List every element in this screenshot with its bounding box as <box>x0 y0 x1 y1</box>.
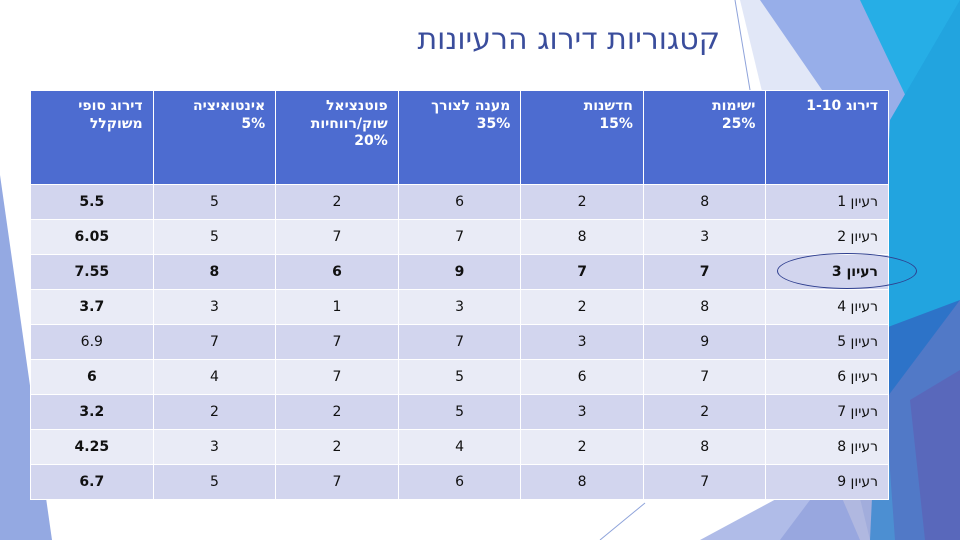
table-cell: 2 <box>152 394 277 430</box>
table-cell: 6 <box>275 254 399 290</box>
table-cell: 8 <box>642 429 767 465</box>
table-cell: 3 <box>152 289 277 325</box>
header-feasibility: ישימות 25% <box>642 90 767 185</box>
header-text: פוטנציאל <box>325 98 388 114</box>
table-cell: 7 <box>520 254 644 290</box>
table-cell: 3 <box>397 289 522 325</box>
table-row: רעיון 5 9 3 7 7 7 6.9 <box>30 324 889 360</box>
table-cell: 7 <box>275 359 399 395</box>
table-cell: 5 <box>152 184 277 220</box>
table-cell: 6 <box>520 359 644 395</box>
table-cell: 7 <box>642 464 767 500</box>
table-cell: 7 <box>397 219 522 255</box>
header-text: שוק/רווחיות <box>310 115 388 132</box>
table-cell: 7.55 <box>30 254 154 290</box>
table-cell: 2 <box>275 184 399 220</box>
table-cell: 4 <box>152 359 277 395</box>
header-text: מענה לצורך <box>431 98 511 114</box>
header-weight: 25% <box>721 115 756 132</box>
table-cell: 5 <box>152 219 277 255</box>
table-cell: 3 <box>520 394 644 430</box>
table-cell: רעיון 9 <box>765 464 889 500</box>
header-weight: 5% <box>241 115 266 132</box>
highlight-ellipse <box>777 253 917 289</box>
table-cell: רעיון 4 <box>765 289 889 325</box>
table-header-row: דירוג 1-10 ישימות 25% חדשנות 15% מענה לצור… <box>30 90 889 185</box>
table-cell: 7 <box>275 324 399 360</box>
table-cell: 3 <box>520 324 644 360</box>
header-innovation: חדשנות 15% <box>520 90 644 185</box>
header-text: אינטואיציה <box>193 98 266 114</box>
slide-title: קטגוריות דירוג הרעיונות <box>417 22 720 57</box>
table-row: רעיון 8 8 2 4 2 3 4.25 <box>30 429 889 465</box>
table-row: רעיון 6 7 6 5 7 4 6 <box>30 359 889 395</box>
table-row: רעיון 1 8 2 6 2 5 5.5 <box>30 184 889 220</box>
table-cell: 4 <box>397 429 522 465</box>
table-cell: 2 <box>275 429 399 465</box>
table-cell: 2 <box>520 429 644 465</box>
table-cell: 8 <box>152 254 277 290</box>
table-cell: 7 <box>397 324 522 360</box>
table-cell: רעיון 5 <box>765 324 889 360</box>
header-weight: 15% <box>599 115 633 132</box>
table-cell: 8 <box>642 289 767 325</box>
header-intuition: אינטואיציה 5% <box>152 90 277 185</box>
table-cell: 8 <box>520 219 644 255</box>
table-cell: 5 <box>152 464 277 500</box>
header-weight: 20% <box>354 133 388 149</box>
table-cell: 8 <box>520 464 644 500</box>
ranking-table: דירוג 1-10 ישימות 25% חדשנות 15% מענה לצור… <box>30 90 889 500</box>
header-text: משוקלל <box>89 115 143 132</box>
header-text: חדשנות <box>583 98 633 114</box>
table-cell: 3 <box>642 219 767 255</box>
table-cell: 2 <box>520 184 644 220</box>
table-cell: 2 <box>520 289 644 325</box>
table-cell: רעיון 6 <box>765 359 889 395</box>
table-cell: רעיון 8 <box>765 429 889 465</box>
table-cell: 4.25 <box>30 429 154 465</box>
table-cell: 7 <box>642 359 767 395</box>
table-row: רעיון 7 2 3 5 2 2 3.2 <box>30 394 889 430</box>
table-cell: 6.05 <box>30 219 154 255</box>
table-cell: 9 <box>642 324 767 360</box>
table-cell: 6 <box>397 464 522 500</box>
table-cell: 6.7 <box>30 464 154 500</box>
table-cell: 7 <box>275 219 399 255</box>
table-cell: 3 <box>152 429 277 465</box>
table-cell: 8 <box>642 184 767 220</box>
header-market-potential: פוטנציאל שוק/רווחיות 20% <box>275 90 399 185</box>
table-row-highlighted: רעיון 3 7 7 9 6 8 7.55 <box>30 254 889 290</box>
table-row: רעיון 9 7 8 6 7 5 6.7 <box>30 464 889 500</box>
table-cell: 7 <box>275 464 399 500</box>
table-cell: 5.5 <box>30 184 154 220</box>
table-cell: 3.7 <box>30 289 154 325</box>
table-cell: 2 <box>275 394 399 430</box>
table-cell: 5 <box>397 394 522 430</box>
table-cell: רעיון 2 <box>765 219 889 255</box>
table-cell: 3.2 <box>30 394 154 430</box>
table-cell: 7 <box>642 254 767 290</box>
header-need-response: מענה לצורך 35% <box>397 90 522 185</box>
header-text: דירוג 1-10 <box>806 98 878 114</box>
table-cell: 6 <box>30 359 154 395</box>
table-cell: 7 <box>152 324 277 360</box>
table-cell: 5 <box>397 359 522 395</box>
table-cell: 6.9 <box>30 324 154 360</box>
table-cell: 2 <box>642 394 767 430</box>
header-text: ישימות <box>712 98 756 114</box>
header-weight: 35% <box>476 115 511 132</box>
table-cell: רעיון 7 <box>765 394 889 430</box>
table-row: רעיון 4 8 2 3 1 3 3.7 <box>30 289 889 325</box>
table-cell: 6 <box>397 184 522 220</box>
header-text: דירוג סופי <box>78 98 143 114</box>
table-row: רעיון 2 3 8 7 7 5 6.05 <box>30 219 889 255</box>
header-final-weighted: דירוג סופי משוקלל <box>30 90 154 185</box>
table-cell: 9 <box>397 254 522 290</box>
table-cell: 1 <box>275 289 399 325</box>
table-cell: רעיון 1 <box>765 184 889 220</box>
header-rating-scale: דירוג 1-10 <box>765 90 889 185</box>
